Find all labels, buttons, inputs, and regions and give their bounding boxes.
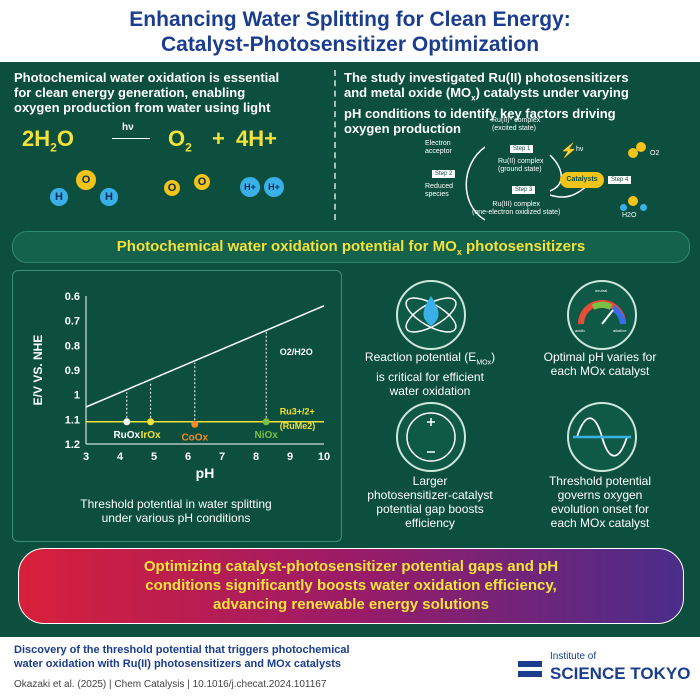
oxygen-atom-2: O (194, 174, 210, 190)
o2-label: O2 (650, 150, 660, 157)
h2o-h-icon-1 (620, 204, 627, 211)
step-2-badge: Step 2 (432, 170, 456, 178)
conclusion-banner: Optimizing catalyst-photosensitizer pote… (18, 548, 684, 624)
y-axis-label: E/V VS. NHE (31, 335, 45, 406)
intro-left-line-1: Photochemical water oxidation is essenti… (14, 70, 280, 85)
oxygen-atom-1: O (164, 180, 180, 196)
plus-sign: + (212, 126, 225, 151)
y-tick-label: 0.7 (65, 316, 80, 328)
cycle-oxidized-label: Ru(III) complex (one-electron oxidized s… (472, 201, 561, 216)
y-tick-label: 0.6 (65, 291, 80, 303)
finding-4-text: Threshold potential governs oxygen evolu… (548, 474, 652, 530)
point-label: NiOx (255, 430, 279, 441)
equation: 2H2O hν O2 + 4H+ (22, 122, 277, 155)
conclusion-line-3: advancing renewable energy solutions (213, 596, 489, 613)
o2-atom-icon (628, 148, 638, 158)
logo-line-1: Institute of (550, 651, 597, 662)
x-tick-label: 6 (185, 451, 191, 463)
footer-citation: Okazaki et al. (2025) | Chem Catalysis |… (14, 679, 327, 690)
x-tick-label: 7 (219, 451, 225, 463)
finding-1-text: Reaction potential (EMOx) is critical fo… (364, 350, 496, 399)
proton-1: H+ (240, 177, 260, 197)
reduced-species-label: Reduced species (425, 183, 454, 198)
logo-line-2: SCIENCE TOKYO (550, 664, 691, 683)
intro-left-line-2: for clean energy generation, enabling (14, 85, 246, 100)
product-o2: O2 (168, 126, 192, 155)
cycle-excited-label: Ru(II)* complex (excited state) (492, 117, 541, 132)
light-label: hν (122, 122, 134, 133)
y-tick-label: 1 (74, 390, 80, 402)
y-tick-label: 0.8 (65, 340, 80, 352)
potential-vs-ph-chart: 3 4 5 6 7 8 9 10 0.6 0.7 0.8 0.9 1 1.1 1.2 pH E/V VS. NH… (31, 291, 330, 481)
proton-2: H+ (264, 177, 284, 197)
data-point (123, 418, 131, 426)
point-label: IrOx (141, 430, 161, 441)
science-tokyo-logo-icon (516, 655, 544, 683)
header: Enhancing Water Splitting for Clean Ener… (0, 0, 700, 62)
point-label: RuOx (113, 430, 140, 441)
footer-title-line-2: water oxidation with Ru(II) photosensiti… (14, 658, 341, 670)
cycle-light-label: hν (576, 146, 584, 153)
x-tick-label: 5 (151, 451, 157, 463)
title-line-1: Enhancing Water Splitting for Clean Ener… (129, 8, 571, 31)
potential-gap-icon (396, 402, 466, 472)
intro-left-line-3: oxygen production from water using light (14, 100, 271, 115)
section-banner: Photochemical water oxidation potential … (12, 231, 690, 263)
electron-acceptor-label: Electron acceptor (425, 140, 452, 155)
intro-left-text: Photochemical water oxidation is essenti… (14, 70, 334, 115)
x-tick-label: 4 (117, 451, 124, 463)
reaction-arrow (112, 138, 150, 139)
data-point (191, 420, 199, 428)
cycle-ground-label: Ru(II) complex (ground state) (498, 158, 544, 173)
series-line-o2-h2o (85, 305, 325, 408)
h2o-oxygen-icon (628, 196, 638, 206)
ph-gauge-icon: neutral acidic alkaline (567, 280, 637, 350)
conclusion-line-1: Optimizing catalyst-photosensitizer pote… (143, 558, 559, 575)
product-h: 4H+ (236, 126, 277, 151)
catalysts-badge: Catalysts (560, 172, 604, 188)
step-4-badge: Step 4 (608, 176, 632, 184)
x-tick-label: 8 (253, 451, 259, 463)
h2o-h-icon-2 (640, 204, 647, 211)
chart-caption: Threshold potential in water splitting u… (80, 497, 272, 525)
o2-atom-icon-2 (636, 142, 646, 152)
x-tick-label: 3 (83, 451, 89, 463)
data-point (147, 418, 155, 426)
series-label-ru-sub: (RuMe2) (280, 421, 316, 431)
series-label-ru: Ru3+/2+ (280, 406, 315, 416)
water-drop-atom-icon (396, 280, 466, 350)
point-label: CoOx (181, 432, 208, 443)
intro-right-text: The study investigated Ru(II) photosensi… (344, 70, 629, 136)
footer: Discovery of the threshold potential tha… (0, 637, 700, 700)
finding-3-text: Larger photosensitizer-catalyst potentia… (367, 474, 493, 530)
conclusion-line-2: conditions significantly boosts water ox… (145, 577, 557, 594)
water-oxygen-atom: O (76, 170, 96, 190)
water-hydrogen-atom-2: H (100, 188, 118, 206)
series-label-o2-h2o: O2/H2O (280, 347, 313, 357)
title-line-2: Catalyst-Photosensitizer Optimization (160, 33, 540, 56)
data-point (262, 418, 270, 426)
finding-2-text: Optimal pH varies for each MOx catalyst (543, 350, 657, 378)
intro-divider (334, 70, 336, 220)
wave-threshold-icon (567, 402, 637, 472)
footer-title-line-1: Discovery of the threshold potential tha… (14, 644, 350, 656)
y-tick-label: 1.1 (65, 414, 80, 426)
lightning-icon: ⚡ (560, 142, 578, 158)
x-axis-label: pH (196, 465, 215, 481)
step-1-badge: Step 1 (510, 145, 534, 153)
y-tick-label: 1.2 (65, 439, 80, 451)
x-tick-label: 10 (318, 451, 330, 463)
y-tick-label: 0.9 (65, 365, 80, 377)
water-hydrogen-atom-1: H (50, 188, 68, 206)
step-3-badge: Step 3 (512, 186, 536, 194)
h2o-label: H2O (622, 212, 637, 219)
section-banner-title: Photochemical water oxidation potential … (116, 238, 586, 257)
x-tick-label: 9 (287, 451, 293, 463)
